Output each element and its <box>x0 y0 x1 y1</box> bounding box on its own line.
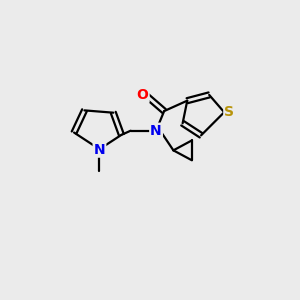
Text: O: O <box>137 88 148 102</box>
Text: N: N <box>150 124 162 138</box>
Text: S: S <box>224 105 234 119</box>
Text: N: N <box>94 143 105 157</box>
